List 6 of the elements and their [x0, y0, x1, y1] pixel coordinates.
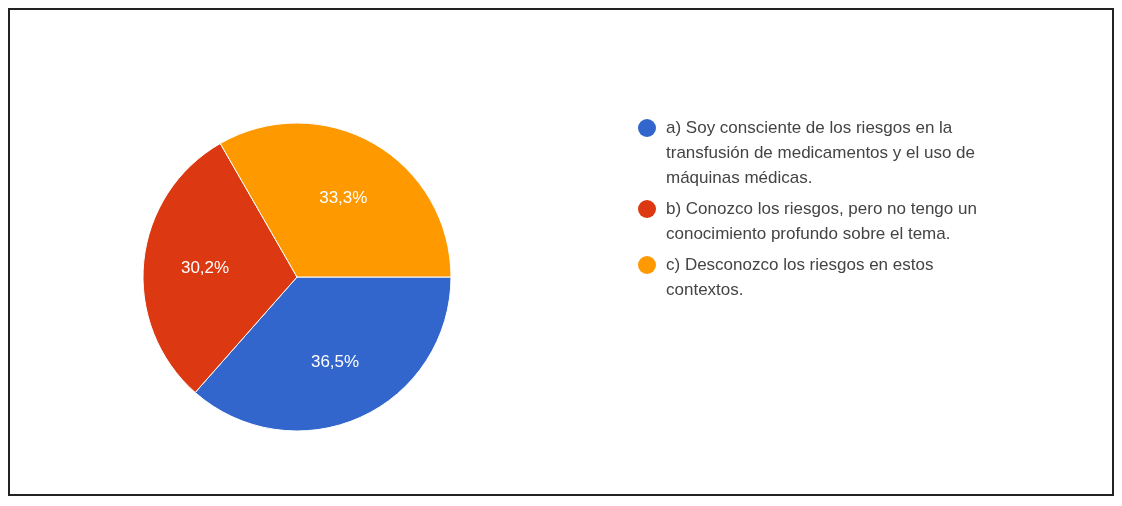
- data-label: 33,3%: [319, 187, 368, 207]
- data-label: 36,5%: [310, 351, 360, 371]
- data-label: 30,2%: [180, 258, 230, 278]
- legend-label: a) Soy consciente de los riesgos en la transfusión de medicamentos y el uso de máquinas médicas.: [666, 117, 976, 189]
- legend-label: c) Desconozco los riesgos en estos contextos.: [666, 254, 935, 301]
- legend-label: b) Conozco los riesgos, pero no tengo un conocimiento profundo sobre el tema.: [666, 198, 978, 245]
